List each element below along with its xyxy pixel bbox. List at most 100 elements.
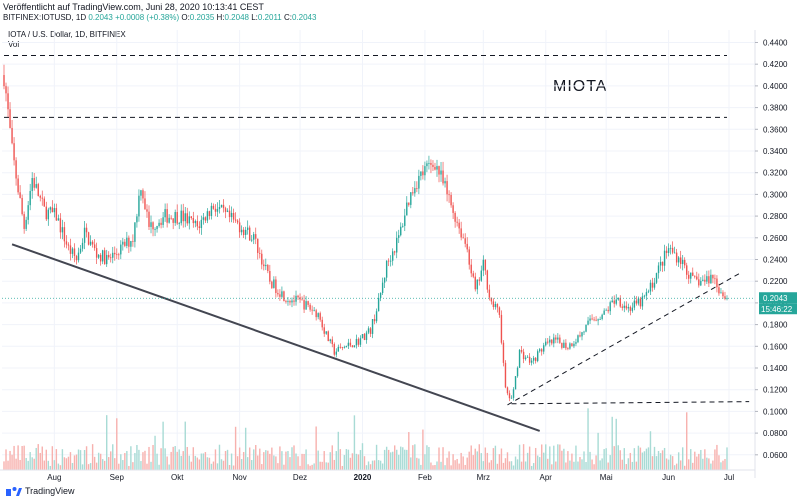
- candle-body: [57, 218, 60, 221]
- volume-bar: [530, 465, 533, 470]
- volume-bar: [412, 445, 414, 470]
- volume-bar: [583, 451, 585, 470]
- volume-bar: [158, 464, 160, 470]
- candle-body: [446, 181, 448, 195]
- tradingview-logo[interactable]: TradingView: [6, 486, 75, 496]
- volume-bar: [396, 449, 398, 470]
- volume-bar: [114, 458, 116, 470]
- volume-bar: [714, 449, 716, 470]
- candle-body: [476, 279, 478, 290]
- candle-body: [696, 276, 698, 280]
- x-tick-label: Sep: [110, 473, 125, 482]
- candle-body: [482, 259, 485, 271]
- candle-body: [232, 212, 235, 220]
- candle-body: [663, 250, 666, 266]
- published-line: Veröffentlicht auf TradingView.com, Juni…: [3, 2, 264, 12]
- volume-bar: [176, 451, 178, 470]
- candle-body: [73, 248, 76, 257]
- candle-body: [633, 300, 636, 308]
- volume-bar: [402, 447, 404, 470]
- volume-bar: [663, 447, 666, 470]
- volume-bar: [379, 460, 382, 470]
- candle-body: [132, 241, 134, 242]
- volume-bar: [313, 463, 315, 470]
- x-tick-label: Okt: [171, 473, 184, 482]
- volume-bar: [210, 463, 213, 470]
- y-tick-label: 0.2800: [763, 212, 788, 221]
- volume-bar: [188, 455, 190, 470]
- candle-body: [269, 271, 271, 282]
- volume-bar: [684, 465, 686, 470]
- candle-body: [377, 297, 380, 312]
- candle-body: [677, 257, 680, 263]
- volume-bar: [69, 452, 72, 470]
- candle-body: [128, 237, 130, 247]
- volume-bar: [400, 446, 402, 470]
- candle-body: [99, 254, 102, 262]
- volume-bar: [204, 452, 207, 470]
- volume-bar: [406, 449, 408, 470]
- volume-bar: [393, 445, 396, 470]
- candle-body: [498, 307, 501, 315]
- candle-body: [138, 195, 140, 217]
- candle-body: [609, 302, 611, 312]
- candle-body: [716, 278, 718, 288]
- volume-bar: [303, 453, 305, 470]
- volume-bar: [285, 451, 287, 470]
- volume-bar: [331, 445, 333, 470]
- candle-body: [198, 226, 201, 229]
- volume-bar: [59, 465, 62, 470]
- volume-bar: [452, 454, 454, 470]
- volume-bar: [353, 415, 356, 470]
- volume-bar: [404, 449, 406, 470]
- candle-body: [410, 192, 412, 205]
- candle-body: [436, 166, 438, 170]
- volume-bar: [649, 431, 652, 470]
- volume-bar: [75, 454, 78, 470]
- candle-body: [470, 264, 472, 274]
- volume-bar: [599, 460, 601, 470]
- y-tick-label: 0.2200: [763, 277, 788, 286]
- volume-bar: [317, 450, 319, 470]
- candle-body: [303, 300, 305, 310]
- volume-bar: [263, 452, 265, 470]
- volume-bar: [168, 464, 170, 470]
- candle-body: [61, 227, 64, 233]
- volume-bar: [494, 445, 497, 470]
- candle-body: [154, 229, 156, 230]
- volume-bar: [635, 461, 638, 470]
- symbol-title: IOTA / U.S. Dollar, 1D, BITFINEX: [8, 30, 126, 39]
- volume-bar: [659, 453, 662, 470]
- candle-body: [373, 319, 376, 322]
- volume-bar: [603, 449, 605, 470]
- candle-body: [331, 339, 333, 345]
- dashed-trendline: [507, 272, 742, 406]
- candle-body: [172, 218, 174, 223]
- candle-body: [375, 311, 378, 322]
- candle-body: [617, 297, 619, 300]
- volume-bar: [7, 460, 9, 470]
- volume-bar: [667, 459, 670, 470]
- candle-body: [110, 257, 112, 259]
- y-axis: 0.4400 0.4200 0.4000 0.3800 0.3600 0.3400 0.32…: [754, 30, 788, 478]
- candle-body: [339, 346, 342, 348]
- volume-bar: [301, 453, 303, 470]
- candle-body: [478, 279, 480, 281]
- volume-bar: [21, 446, 23, 470]
- volume-bar: [299, 465, 301, 470]
- candle-body: [77, 252, 80, 261]
- candle-body: [49, 207, 52, 210]
- candle-body: [212, 205, 215, 209]
- candle-body: [649, 282, 652, 292]
- volume-bar: [414, 444, 416, 470]
- candle-body: [65, 241, 68, 245]
- tradingview-logo-text: TradingView: [25, 486, 75, 496]
- candle-body: [694, 275, 696, 277]
- volume-bar: [291, 447, 293, 470]
- candle-body: [450, 194, 452, 206]
- volume-bar: [327, 462, 329, 470]
- y-tick-label: 0.3600: [763, 125, 788, 134]
- y-tick-label: 0.4200: [763, 60, 788, 69]
- candle-body: [458, 222, 460, 229]
